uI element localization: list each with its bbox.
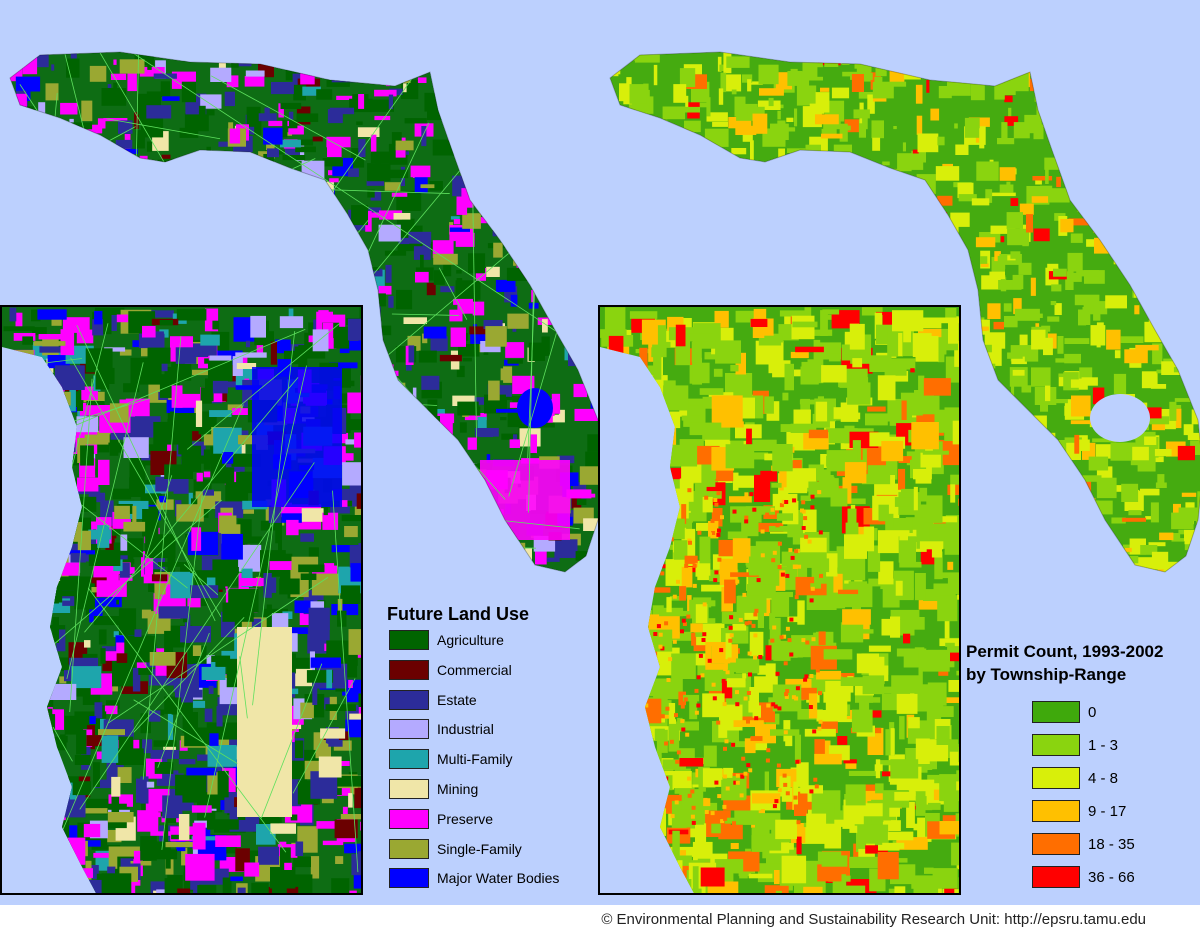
legend-label: 0 — [1088, 703, 1097, 721]
legend-label: Preserve — [437, 810, 494, 827]
legend-label: Major Water Bodies — [437, 870, 560, 887]
legend-swatch — [1032, 734, 1080, 756]
legend-label: Commercial — [437, 661, 512, 678]
land-use-legend: Future Land Use Agriculture Commercial Est… — [365, 596, 593, 896]
legend-label: 36 - 66 — [1088, 868, 1135, 886]
credit-text: © Environmental Planning and Sustainabil… — [601, 911, 1146, 928]
land-use-legend-item: Mining — [389, 779, 478, 799]
legend-label: Single-Family — [437, 840, 522, 857]
land-use-legend-item: Preserve — [389, 808, 494, 829]
legend-swatch — [389, 630, 429, 650]
legend-label: Industrial — [437, 721, 494, 738]
land-use-legend-item: Single-Family — [389, 838, 522, 859]
legend-swatch — [389, 719, 429, 740]
credit-bar: © Environmental Planning and Sustainabil… — [0, 905, 1200, 933]
permit-legend-item: 4 - 8 — [1032, 767, 1118, 789]
legend-label: 9 - 17 — [1088, 802, 1127, 820]
legend-swatch — [389, 689, 429, 710]
legend-label: 1 - 3 — [1088, 736, 1119, 754]
land-use-legend-item: Commercial — [389, 659, 512, 680]
permit-inset-map — [600, 307, 959, 893]
legend-label: 18 - 35 — [1088, 835, 1135, 853]
permit-legend-item: 0 — [1032, 701, 1096, 723]
legend-swatch — [389, 838, 429, 859]
legend-label: 4 - 8 — [1088, 769, 1119, 787]
legend-swatch — [389, 749, 429, 770]
land-use-legend-item: Estate — [389, 689, 477, 710]
legend-label: Agriculture — [437, 632, 504, 648]
legend-swatch — [1032, 767, 1080, 789]
permit-legend-item: 18 - 35 — [1032, 833, 1135, 855]
permit-legend-item: 1 - 3 — [1032, 734, 1118, 756]
land-use-inset-panel — [0, 305, 363, 895]
land-use-legend-title: Future Land Use — [387, 604, 530, 624]
legend-swatch — [1032, 800, 1080, 822]
legend-swatch — [389, 868, 429, 889]
legend-swatch — [389, 659, 429, 680]
legend-swatch — [389, 779, 429, 799]
legend-label: Multi-Family — [437, 751, 513, 768]
legend-swatch — [1032, 701, 1080, 723]
permit-legend-item: 9 - 17 — [1032, 800, 1126, 822]
legend-label: Mining — [437, 781, 479, 797]
permit-legend-title-line1: Permit Count, 1993-2002 — [966, 642, 1164, 661]
land-use-legend-item: Agriculture — [389, 630, 504, 650]
legend-swatch — [1032, 866, 1080, 888]
permit-inset-panel — [598, 305, 961, 895]
legend-swatch — [389, 808, 429, 829]
land-use-legend-item: Major Water Bodies — [389, 868, 560, 889]
permit-legend-item: 36 - 66 — [1032, 866, 1135, 888]
land-use-inset-map — [2, 307, 361, 893]
legend-swatch — [1032, 833, 1080, 855]
land-use-legend-item: Multi-Family — [389, 749, 513, 770]
permit-legend-title-line2: by Township-Range — [966, 665, 1127, 684]
land-use-legend-item: Industrial — [389, 719, 494, 740]
permit-legend: Permit Count, 1993-2002 by Township-Rang… — [962, 640, 1200, 895]
legend-label: Estate — [437, 691, 477, 708]
